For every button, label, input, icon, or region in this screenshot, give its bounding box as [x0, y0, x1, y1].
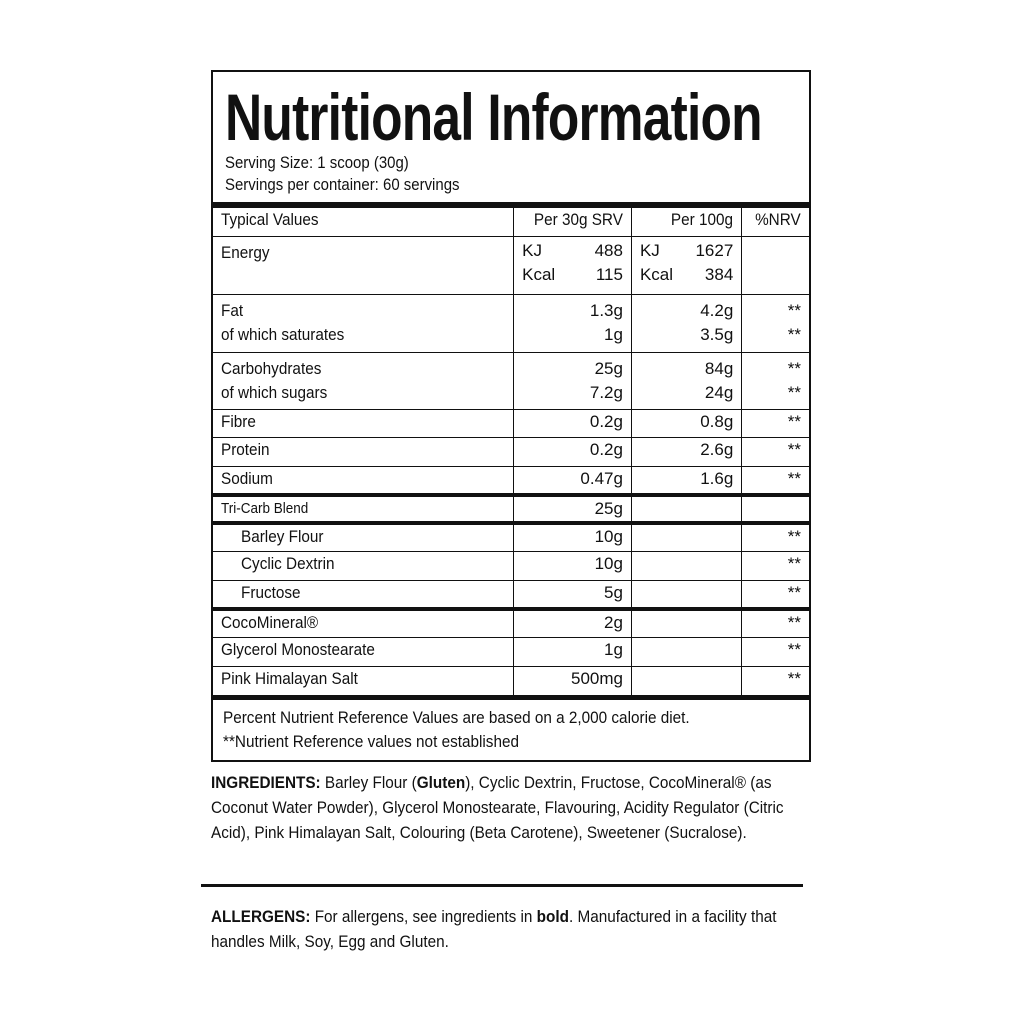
value: 4.2g [700, 301, 734, 320]
nutrition-panel: Nutritional Information Serving Size: 1 … [211, 70, 811, 762]
row-label: Carbohydrates [221, 359, 322, 378]
value: ** [741, 520, 809, 552]
table-row-protein: Protein 0.2g 2.6g ** [213, 437, 809, 467]
row-label: Cyclic Dextrin [241, 554, 335, 573]
table-row-energy: Energy KJ 488 Kcal 115 KJ 1627 Kcal 384 [213, 236, 809, 295]
value: ** [741, 551, 809, 581]
value: 84g [704, 359, 734, 378]
footnotes: Percent Nutrient Reference Values are ba… [213, 696, 809, 760]
value: 1627 [695, 241, 734, 260]
allergens-text: ALLERGENS: For allergens, see ingredient… [211, 904, 787, 954]
value: 24g [704, 383, 734, 402]
unit-kj: KJ [522, 241, 542, 260]
table-row-carbohydrates: Carbohydrates of which sugars 25g 7.2g 84g… [213, 352, 809, 410]
allergens-bold: bold [536, 907, 569, 926]
value: 25g [594, 359, 623, 378]
row-label: Fibre [221, 412, 256, 431]
value: 384 [704, 265, 734, 284]
value: 2g [513, 606, 632, 638]
table-row-sodium: Sodium 0.47g 1.6g ** [213, 466, 809, 495]
value: ** [741, 409, 809, 438]
value: ** [741, 437, 809, 467]
table-row-tri-carb-blend: Tri-Carb Blend 25g [213, 492, 809, 523]
allergens-part: . Manufactured in a facility that handle… [211, 907, 777, 951]
row-label: Barley Flour [241, 526, 324, 546]
ingredients-allergen: Gluten [416, 773, 466, 792]
footnote-nrv: Percent Nutrient Reference Values are ba… [223, 708, 690, 727]
value: 1.3g [589, 301, 623, 320]
divider [201, 884, 803, 887]
value: 10g [513, 520, 632, 552]
row-label: Fat [221, 301, 244, 320]
table-header: Typical Values Per 30g SRV Per 100g %NRV [213, 207, 809, 237]
row-label: Protein [221, 440, 270, 459]
value: 5g [513, 580, 632, 609]
row-label: Glycerol Monostearate [221, 640, 375, 659]
ingredients-heading: INGREDIENTS: [211, 773, 321, 792]
value: 3.5g [700, 325, 734, 344]
value: ** [787, 301, 801, 320]
table-row-barley-flour: Barley Flour 10g ** [213, 520, 809, 552]
row-label: Energy [221, 243, 270, 262]
footnote-not-established: **Nutrient Reference values not establis… [223, 732, 519, 751]
row-label: Pink Himalayan Salt [221, 669, 358, 688]
nutrition-table: Typical Values Per 30g SRV Per 100g %NRV… [213, 207, 809, 696]
row-label: Sodium [221, 469, 273, 488]
row-label: CocoMineral® [221, 612, 319, 632]
row-label: of which sugars [221, 383, 328, 402]
servings-per-container: Servings per container: 60 servings [225, 175, 460, 194]
table-row-fructose: Fructose 5g ** [213, 580, 809, 609]
table-row-glycerol-monostearate: Glycerol Monostearate 1g ** [213, 637, 809, 667]
value: ** [787, 325, 801, 344]
table-row-cyclic-dextrin: Cyclic Dextrin 10g ** [213, 551, 809, 581]
unit-kj: KJ [639, 241, 660, 260]
value: ** [787, 383, 801, 402]
value: 0.8g [630, 409, 743, 438]
value: 25g [513, 492, 632, 523]
value: 115 [595, 265, 623, 284]
header-per-serving: Per 30g SRV [533, 210, 623, 229]
value: ** [741, 580, 809, 609]
value: 0.2g [513, 409, 632, 438]
value: 500mg [513, 666, 632, 696]
value: ** [787, 359, 801, 378]
value: ** [741, 606, 809, 638]
table-row-fat: Fat of which saturates 1.3g 1g 4.2g 3.5g **… [213, 294, 809, 353]
table-row-fibre: Fibre 0.2g 0.8g ** [213, 409, 809, 438]
value: 0.47g [513, 466, 632, 495]
row-label: Tri-Carb Blend [221, 499, 309, 517]
value: ** [741, 666, 809, 696]
value: 2.6g [630, 437, 743, 467]
ingredients-part: Barley Flour ( [320, 773, 417, 792]
value: 488 [594, 241, 623, 260]
allergens-heading: ALLERGENS: [211, 907, 311, 926]
header-typical-values: Typical Values [221, 210, 319, 229]
panel-title: Nutritional Information [225, 80, 763, 154]
row-label: of which saturates [221, 325, 345, 344]
table-row-cocomineral: CocoMineral® 2g ** [213, 606, 809, 638]
header-per-100g: Per 100g [671, 210, 734, 229]
table-row-pink-himalayan-salt: Pink Himalayan Salt 500mg ** [213, 666, 809, 696]
value: 0.2g [513, 437, 632, 467]
ingredients-text: INGREDIENTS: Barley Flour (Gluten), Cycl… [211, 770, 787, 845]
value: 1g [513, 637, 632, 667]
unit-kcal: Kcal [522, 265, 556, 284]
allergens-part: For allergens, see ingredients in [310, 907, 537, 926]
value: 1.6g [630, 466, 743, 495]
value: 7.2g [589, 383, 623, 402]
value: 1g [604, 325, 623, 344]
value: 10g [513, 551, 632, 581]
value: ** [741, 637, 809, 667]
unit-kcal: Kcal [639, 265, 674, 284]
value: ** [741, 466, 809, 495]
ingredients-part: ), Cyclic Dextrin, Fructose, CocoMineral… [211, 773, 784, 842]
serving-size: Serving Size: 1 scoop (30g) [225, 153, 409, 172]
row-label: Fructose [241, 583, 301, 602]
header-nrv: %NRV [755, 210, 801, 229]
